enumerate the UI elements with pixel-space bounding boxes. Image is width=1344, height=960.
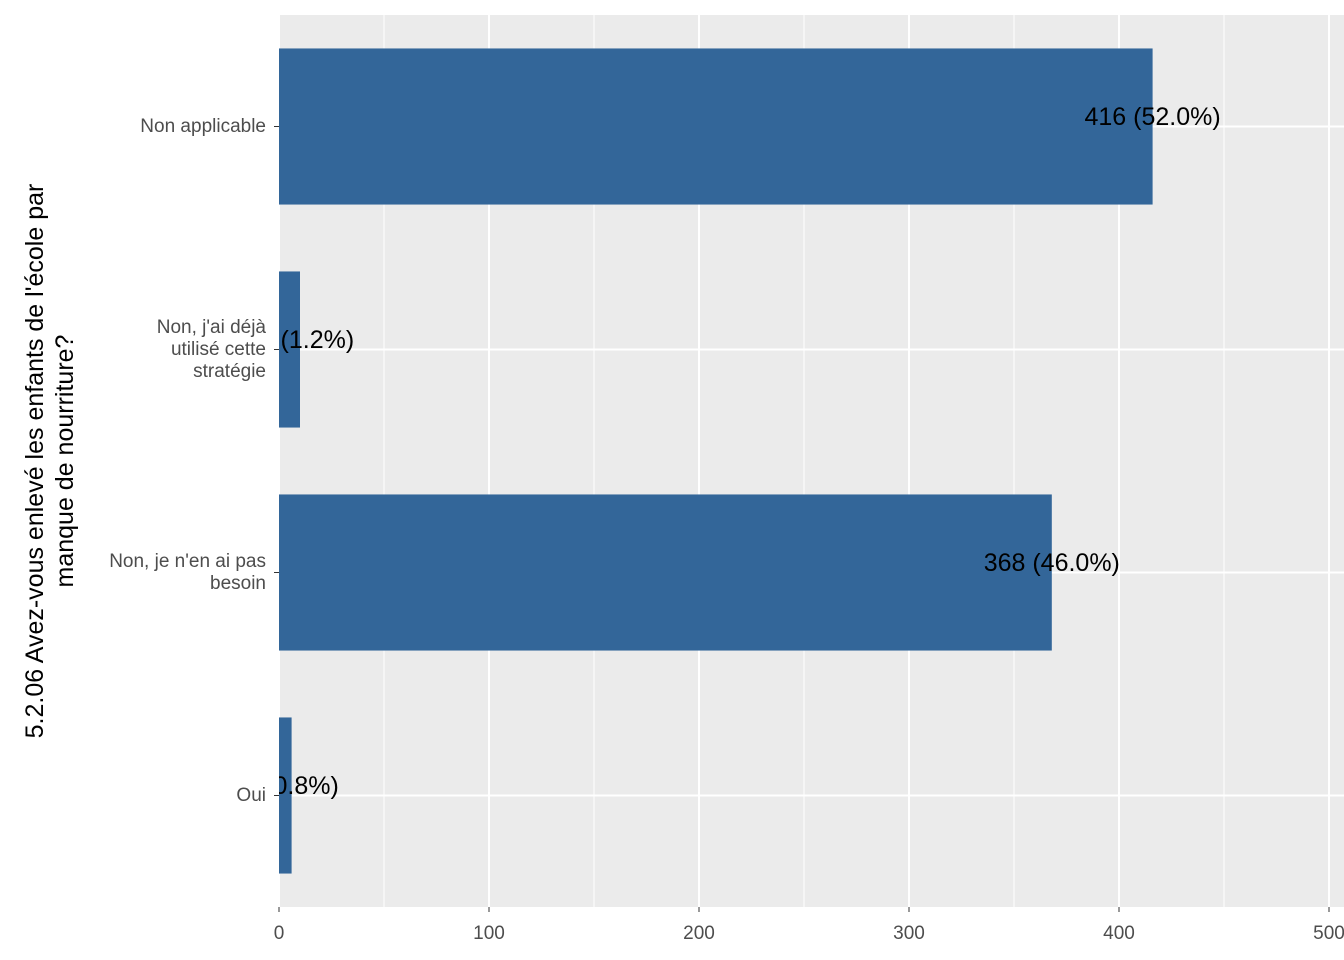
y-tick-label: Non, j'ai déjà utilisé cette stratégie: [156, 316, 266, 382]
value-label: 368 (46.0%): [984, 549, 1120, 577]
bar: [279, 494, 1052, 651]
x-tick-label: 400: [1103, 923, 1135, 944]
value-label: 416 (52.0%): [1084, 103, 1220, 131]
value-label: 6 (0.8%): [244, 772, 338, 800]
y-tick-label: Non, je n'en ai pas besoin: [109, 550, 266, 594]
value-label: 10 (1.2%): [246, 326, 354, 354]
y-tick-label: Oui: [236, 784, 266, 806]
y-tick-label: Non applicable: [140, 115, 266, 137]
x-tick-label: 100: [473, 923, 505, 944]
x-tick-label: 0: [274, 923, 285, 944]
x-tick-label: 500: [1313, 923, 1344, 944]
bar: [279, 717, 292, 874]
x-tick-label: 200: [683, 923, 715, 944]
x-tick-label: 300: [893, 923, 925, 944]
bar: [279, 271, 300, 428]
y-axis-title: 5.2.06 Avez-vous enlevé les enfants de l…: [21, 183, 79, 739]
bar: [279, 48, 1153, 205]
